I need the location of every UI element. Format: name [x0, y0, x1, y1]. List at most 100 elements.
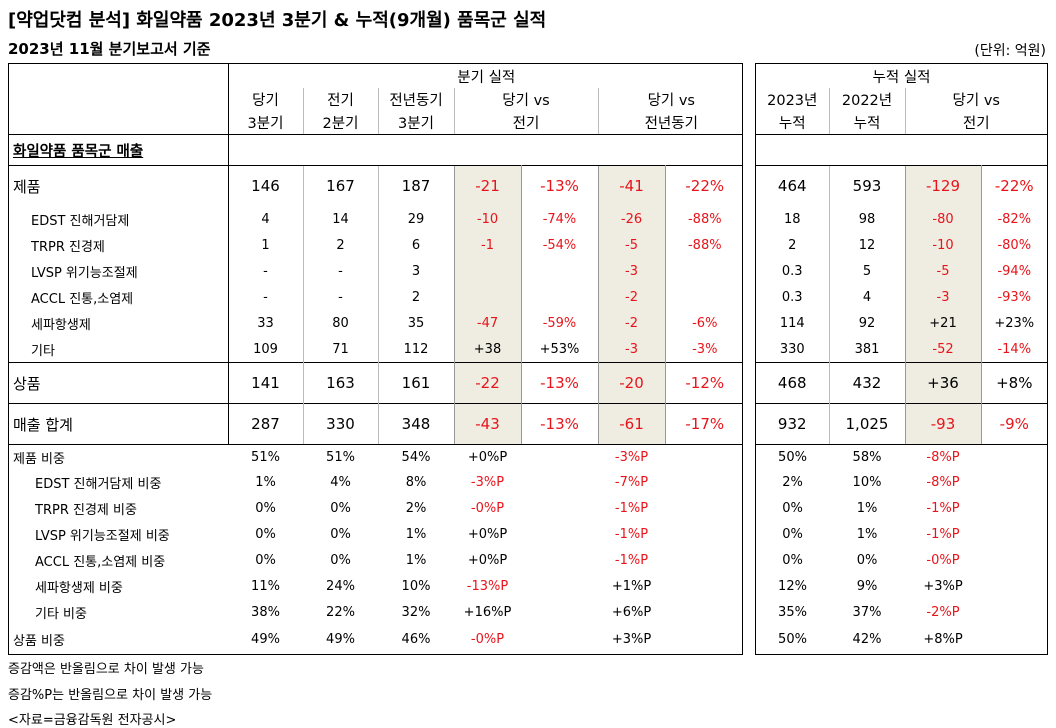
vs-yoy-ratio-diff: -1%P [614, 526, 649, 542]
yoy-q-value: 187 [377, 165, 454, 206]
ratio-row: LVSP 위기능조절제 비중 0% 0% 1% +0%P -1%P [9, 521, 742, 547]
vs-prev-ratio-diff: -13%P [466, 578, 509, 594]
col-cum-2022-line2: 누적 [828, 110, 905, 135]
yoy-q-ratio: 8% [405, 474, 427, 490]
empty-cell [981, 547, 1047, 573]
vs-prev-diff [453, 284, 522, 310]
empty-cell [981, 469, 1047, 495]
vs-prev-pct: -13% [521, 165, 598, 206]
empty-cell [521, 573, 598, 599]
row-label: 매출 합계 [9, 403, 228, 445]
vs-prev-pct: -59% [542, 315, 577, 331]
col-cum-vs-line2: 전기 [904, 110, 1047, 135]
col-cum-2022-line1: 2022년 [828, 88, 905, 110]
prev-q-ratio: 24% [326, 578, 355, 594]
vs-yoy-ratio-diff: -1%P [614, 552, 649, 568]
prev-q-ratio: 49% [326, 632, 355, 647]
ratio-label: 기타 비중 [35, 606, 87, 622]
yoy-q-ratio: 46% [401, 632, 431, 647]
cum-2023-ratio: 0% [782, 552, 803, 568]
cum-vs-pct: -22% [981, 165, 1047, 206]
cum-2023-value: 2 [788, 237, 797, 253]
vs-yoy-pct: -6% [692, 315, 718, 331]
vs-yoy-ratio-diff: +1%P [611, 578, 652, 594]
yoy-q-value: 2 [377, 284, 454, 310]
vs-prev-diff: -22 [453, 362, 522, 404]
vs-prev-pct: +53% [539, 341, 580, 357]
ratio-row: TRPR 진경제 비중 0% 0% 2% -0%P -1%P [9, 495, 742, 521]
prev-q-ratio: 0% [330, 526, 351, 542]
ratio-row: 2% 10% -8%P [756, 469, 1047, 495]
ratio-label: 제품 비중 [13, 451, 65, 467]
vs-yoy-pct: -12% [665, 362, 742, 404]
ratio-label: 상품 비중 [13, 634, 65, 649]
vs-prev-diff: -10 [453, 206, 522, 232]
yoy-q-ratio: 1% [405, 526, 427, 542]
cur-q-value: 1 [227, 232, 303, 258]
row-label: EDST 진해거담제 [31, 213, 130, 229]
row-label: 상품 [9, 362, 228, 404]
yoy-q-ratio: 54% [401, 449, 431, 465]
col-vs-yoy-line2: 전년동기 [597, 110, 742, 135]
empty-cell [665, 445, 742, 470]
vs-prev-pct [521, 258, 598, 284]
empty-cell [665, 573, 742, 599]
yoy-q-value: 161 [377, 362, 454, 404]
cum-vs-diff: -5 [904, 258, 982, 284]
yoy-q-ratio: 10% [401, 578, 431, 594]
ratio-label: TRPR 진경제 비중 [35, 502, 137, 518]
col-vs-yoy-line1: 당기 vs [597, 88, 742, 110]
unit-label: (단위: 억원) [974, 43, 1046, 59]
report-subtitle: 2023년 11월 분기보고서 기준 [8, 40, 211, 58]
vs-yoy-diff: -5 [597, 232, 666, 258]
yoy-q-value: 348 [377, 403, 454, 445]
yoy-q-value: 6 [377, 232, 454, 258]
vs-prev-ratio-diff: -3%P [470, 474, 505, 490]
cum-2022-ratio: 10% [852, 474, 882, 490]
cum-2022-value: 593 [828, 165, 905, 206]
ratio-row: 0% 1% -1%P [756, 521, 1047, 547]
vs-prev-diff: -21 [453, 165, 522, 206]
empty-cell [981, 573, 1047, 599]
yoy-q-value: 112 [377, 336, 454, 363]
empty-cell [521, 625, 598, 654]
col-cum-2023-line1: 2023년 [767, 92, 818, 109]
cur-q-ratio: 0% [255, 526, 276, 542]
empty-cell [665, 469, 742, 495]
cum-2023-ratio: 0% [782, 526, 803, 542]
ratio-label: EDST 진해거담제 비중 [35, 476, 162, 492]
prev-q-value: 80 [302, 310, 378, 336]
empty-cell [665, 625, 742, 654]
cum-2023-ratio: 50% [778, 632, 807, 647]
prev-q-value: 167 [302, 165, 378, 206]
empty-cell [981, 521, 1047, 547]
cum-vs-ratio-diff: +3%P [923, 578, 963, 594]
cum-vs-ratio-diff: -8%P [926, 449, 960, 465]
ratio-row: 기타 비중 38% 22% 32% +16%P +6%P [9, 599, 742, 625]
vs-yoy-diff: -2 [597, 310, 666, 336]
ratio-row: 0% 1% -1%P [756, 495, 1047, 521]
vs-yoy-diff: -26 [597, 206, 666, 232]
ratio-row: 50% 58% -8%P [756, 445, 1047, 470]
cum-vs-pct: -9% [981, 403, 1047, 445]
cum-2023-ratio: 12% [778, 578, 807, 594]
vs-prev-pct: -13% [521, 362, 598, 404]
table-row: 상품 141 163 161 -22 -13% -20 -12% [9, 362, 742, 404]
cum-2022-ratio: 58% [852, 449, 882, 465]
cum-2023-ratio: 2% [782, 474, 803, 490]
table-row: 0.3 5 -5 -94% [756, 258, 1047, 284]
footnote-1: 증감액은 반올림으로 차이 발생 가능 [8, 662, 204, 677]
row-label: 제품 [9, 165, 228, 206]
cum-vs-diff: -129 [904, 165, 982, 206]
table-row: 18 98 -80 -82% [756, 206, 1047, 232]
cum-2022-ratio: 1% [856, 526, 878, 542]
vs-prev-ratio-diff: +0%P [467, 552, 508, 568]
table-row: 0.3 4 -3 -93% [756, 284, 1047, 310]
empty-cell [521, 521, 598, 547]
ratio-row: 제품 비중 51% 51% 54% +0%P -3%P [9, 445, 742, 470]
table-row: 2 12 -10 -80% [756, 232, 1047, 258]
yoy-q-ratio: 1% [405, 552, 427, 568]
cum-vs-pct: -94% [997, 263, 1032, 279]
ratio-label: ACCL 진통,소염제 비중 [35, 554, 166, 570]
prev-q-value: 330 [302, 403, 378, 445]
